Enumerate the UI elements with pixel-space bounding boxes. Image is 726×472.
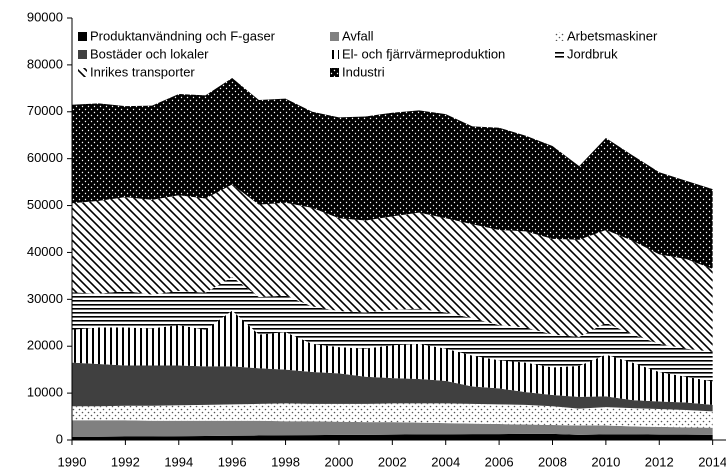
x-tick-label: 2008 bbox=[538, 454, 567, 469]
x-tick-label: 1992 bbox=[111, 454, 140, 469]
x-tick-label: 1990 bbox=[58, 454, 87, 469]
x-tick-label: 1996 bbox=[218, 454, 247, 469]
legend-label: Industri bbox=[342, 64, 385, 79]
legend-swatch bbox=[78, 50, 87, 59]
legend-swatch bbox=[330, 68, 339, 77]
y-tick-label: 20000 bbox=[27, 338, 63, 353]
x-tick-label: 2012 bbox=[645, 454, 674, 469]
area bbox=[72, 310, 713, 405]
y-tick-label: 40000 bbox=[27, 244, 63, 259]
y-tick-label: 80000 bbox=[27, 56, 63, 71]
y-tick-label: 30000 bbox=[27, 291, 63, 306]
legend-swatch bbox=[78, 68, 87, 77]
legend-swatch bbox=[78, 32, 87, 41]
area bbox=[72, 433, 713, 440]
legend-swatch bbox=[330, 50, 339, 59]
legend-swatch bbox=[555, 50, 564, 59]
axes: 0 10000 20000 30000 40000 50000 60000 70000 8000… bbox=[27, 9, 726, 469]
legend-label: Jordbruk bbox=[567, 46, 618, 61]
legend-label: Produktanvändning och F-gaser bbox=[90, 28, 276, 43]
x-tick-label: 2014 bbox=[698, 454, 726, 469]
x-tick-label: 2000 bbox=[324, 454, 353, 469]
legend-label: Inrikes transporter bbox=[90, 64, 195, 79]
y-tick-label: 0 bbox=[56, 431, 63, 446]
legend-swatch bbox=[555, 32, 564, 41]
area bbox=[72, 184, 713, 352]
legend: Produktanvändning och F-gaser Avfall Arbet… bbox=[78, 28, 658, 79]
y-tick-label: 10000 bbox=[27, 385, 63, 400]
plot-area bbox=[72, 78, 713, 440]
x-tick-label: 2006 bbox=[485, 454, 514, 469]
x-tick-label: 2004 bbox=[431, 454, 460, 469]
y-tick-label: 70000 bbox=[27, 103, 63, 118]
x-tick-label: 2002 bbox=[378, 454, 407, 469]
area bbox=[72, 362, 713, 412]
x-tick-label: 1994 bbox=[164, 454, 193, 469]
y-tick-label: 60000 bbox=[27, 150, 63, 165]
legend-label: Avfall bbox=[342, 28, 374, 43]
area bbox=[72, 403, 713, 428]
legend-label: Arbetsmaskiner bbox=[567, 28, 658, 43]
y-tick-label: 50000 bbox=[27, 197, 63, 212]
area bbox=[72, 276, 713, 382]
legend-label: Bostäder och lokaler bbox=[90, 46, 209, 61]
x-tick-label: 2010 bbox=[591, 454, 620, 469]
area bbox=[72, 420, 713, 437]
area bbox=[72, 78, 713, 269]
x-tick-label: 1998 bbox=[271, 454, 300, 469]
legend-label: El- och fjärrvärmeproduktion bbox=[342, 46, 505, 61]
legend-swatch bbox=[330, 32, 339, 41]
y-tick-label: 90000 bbox=[27, 9, 63, 24]
